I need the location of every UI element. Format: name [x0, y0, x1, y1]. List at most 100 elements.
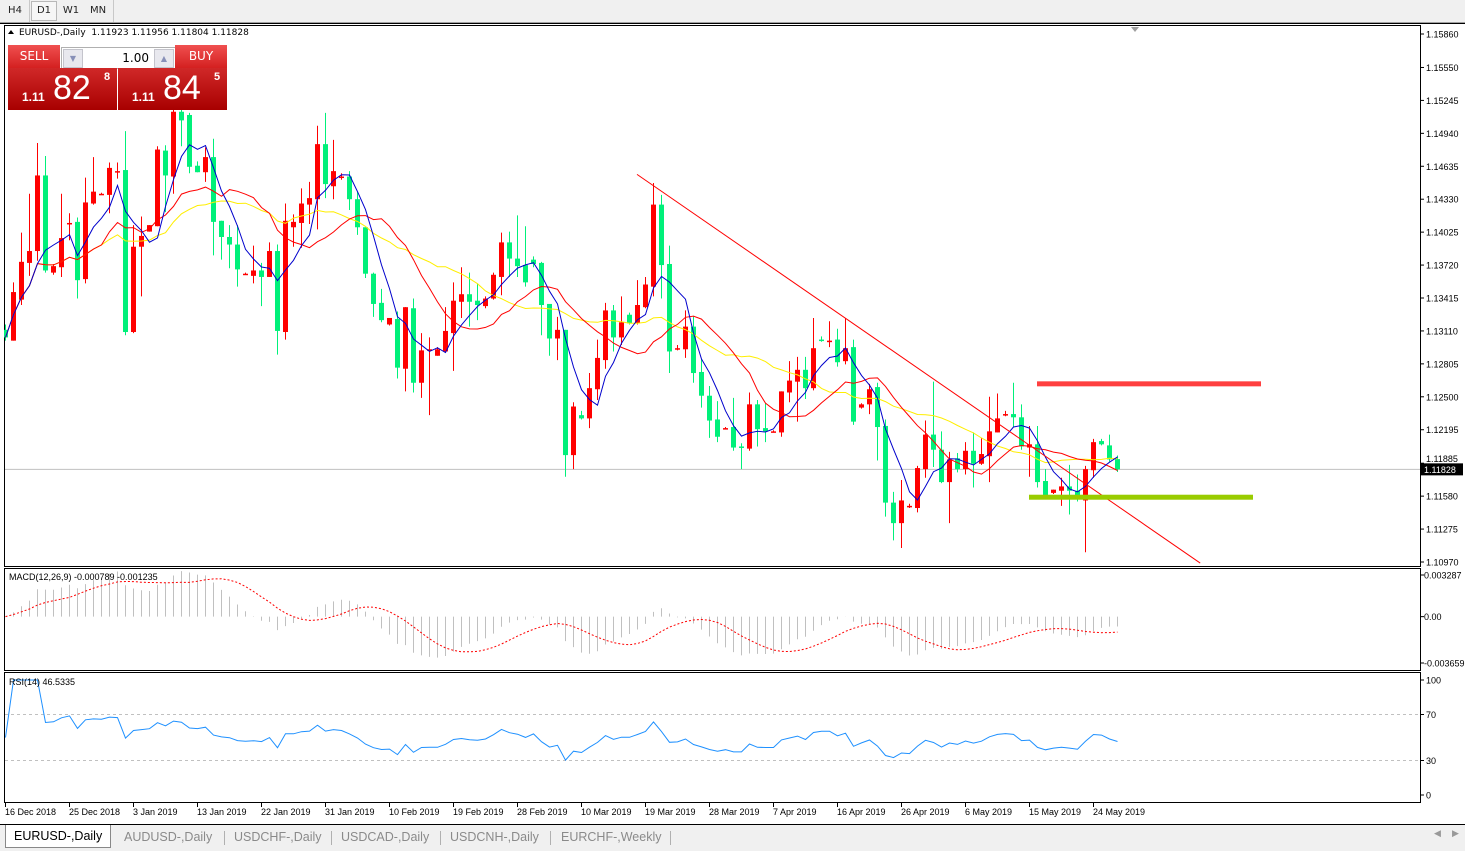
candle	[1043, 469, 1048, 498]
chart-tab-eurusd-daily[interactable]: EURUSD-,Daily	[5, 825, 112, 848]
scroll-left-icon[interactable]: ◀	[1434, 829, 1441, 839]
candle-body	[755, 404, 760, 430]
chart-tab-audusd-daily[interactable]: AUDUSD-,Daily	[124, 830, 213, 844]
macd-axis-label: -0.003659	[1424, 659, 1465, 669]
chart-tab-usdcad-daily[interactable]: USDCAD-,Daily	[341, 830, 430, 844]
rsi-title: RSI(14) 46.5335	[9, 677, 75, 687]
candle-body	[987, 431, 992, 457]
candle	[115, 162, 120, 179]
candle	[875, 382, 880, 461]
candle-body	[939, 449, 944, 483]
price-panel[interactable]	[4, 25, 1421, 567]
candle	[163, 145, 168, 213]
candle	[987, 396, 992, 483]
resistance-line[interactable]	[1037, 381, 1261, 387]
volume-decrease-icon[interactable]: ▼	[63, 49, 83, 68]
candle	[579, 410, 584, 420]
time-axis-label: 6 May 2019	[965, 807, 1012, 817]
candle-body	[203, 157, 208, 173]
candle-body	[107, 167, 112, 195]
candle-body	[1083, 469, 1088, 501]
rsi-axis-label: 100	[1426, 676, 1441, 686]
buy-price-button[interactable]: 1.11 84 5	[118, 68, 227, 110]
scroll-right-icon[interactable]: ▶	[1452, 829, 1459, 839]
candle-body	[899, 500, 904, 524]
candle-body	[659, 204, 664, 266]
candle-body	[515, 258, 520, 267]
volume-increase-icon[interactable]: ▲	[154, 49, 174, 68]
time-axis-label: 19 Feb 2019	[453, 807, 504, 817]
candle-body	[371, 273, 376, 304]
candle	[1083, 465, 1088, 553]
volume-value[interactable]: 1.00	[122, 51, 149, 65]
candle	[835, 328, 840, 367]
toolbar-separator	[29, 0, 30, 22]
chart-tab-usdcnh-daily[interactable]: USDCNH-,Daily	[450, 830, 539, 844]
candle	[563, 329, 568, 477]
candle-body	[859, 404, 864, 408]
candle	[739, 443, 744, 470]
candle	[723, 427, 728, 430]
candle	[531, 256, 536, 268]
candle-body	[971, 450, 976, 464]
sell-button[interactable]: SELL	[8, 45, 60, 69]
candle-body	[683, 326, 688, 350]
candle	[315, 125, 320, 230]
candle	[731, 397, 736, 451]
price-axis-label: 1.10970	[1426, 558, 1459, 568]
buy-price-prefix: 1.11	[132, 90, 155, 104]
timeframe-w1-button[interactable]: W1	[62, 5, 80, 16]
price-axis-label: 1.13720	[1426, 261, 1459, 271]
candle	[291, 214, 296, 247]
sell-price-button[interactable]: 1.11 82 8	[8, 68, 117, 110]
candle-body	[123, 170, 128, 333]
candle-body	[163, 150, 168, 176]
candle-body	[875, 387, 880, 428]
rsi-axis-label: 0	[1426, 791, 1431, 801]
ohlc-readout: 1.11923 1.11956 1.11804 1.11828	[91, 28, 249, 38]
time-axis-label: 31 Jan 2019	[325, 807, 375, 817]
collapse-triangle-icon[interactable]	[8, 30, 14, 34]
candle-body	[1043, 481, 1048, 497]
timeframe-d1-button[interactable]: D1	[31, 1, 57, 21]
buy-button[interactable]: BUY	[175, 45, 227, 69]
candle-body	[1011, 414, 1016, 418]
candle-body	[11, 292, 16, 341]
timeframe-mn-button[interactable]: MN	[89, 5, 107, 16]
current-price-label: 1.11828	[1424, 465, 1456, 475]
price-axis-label: 1.14635	[1426, 162, 1459, 172]
volume-field[interactable]: ▼ 1.00 ▲	[61, 47, 176, 69]
candle-body	[291, 221, 296, 228]
candle	[859, 403, 864, 409]
time-axis-label: 16 Apr 2019	[837, 807, 886, 817]
candle-body	[707, 395, 712, 421]
price-axis-label: 1.11275	[1426, 525, 1458, 535]
candle	[891, 491, 896, 541]
price-axis-label: 1.12195	[1426, 425, 1459, 435]
candle-body	[843, 348, 848, 362]
candle	[451, 282, 456, 371]
candle	[419, 333, 424, 398]
candle	[755, 400, 760, 447]
candle	[51, 263, 56, 275]
time-axis-label: 24 May 2019	[1093, 807, 1145, 817]
support-line[interactable]	[1029, 494, 1253, 500]
candle-body	[627, 314, 632, 324]
chart-tab-eurchf-weekly[interactable]: EURCHF-,Weekly	[561, 830, 662, 844]
chart-header: EURUSD-,Daily 1.11923 1.11956 1.11804 1.…	[8, 28, 249, 38]
candle-body	[523, 265, 528, 283]
candle	[1059, 477, 1064, 506]
chart-shift-marker-icon[interactable]	[1131, 27, 1139, 32]
candle-body	[99, 193, 104, 196]
chart-tab-usdchf-daily[interactable]: USDCHF-,Daily	[234, 830, 322, 844]
candle	[611, 305, 616, 352]
candle	[227, 225, 232, 269]
candle	[4, 324, 8, 341]
candle-body	[307, 198, 312, 205]
tab-separator	[550, 831, 551, 845]
timeframe-h4-button[interactable]: H4	[8, 5, 22, 16]
candle-body	[467, 294, 472, 302]
macd-panel[interactable]	[4, 568, 1421, 671]
rsi-panel[interactable]	[4, 672, 1421, 803]
